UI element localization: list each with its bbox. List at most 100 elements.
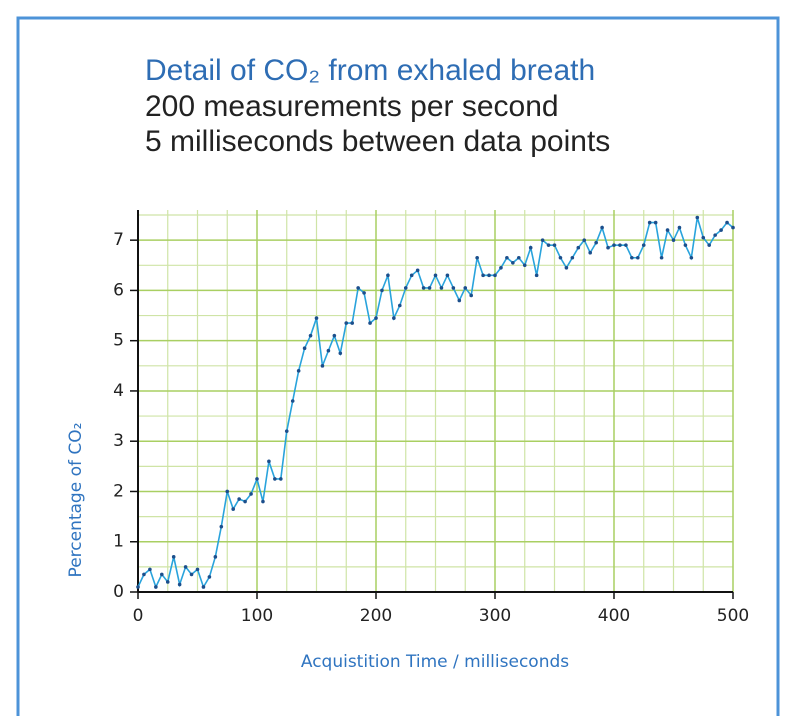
data-point (659, 255, 664, 260)
data-point (636, 255, 640, 260)
data-point (261, 499, 265, 504)
data-point (177, 582, 182, 587)
data-point (231, 507, 235, 511)
data-point (368, 321, 372, 325)
data-point (243, 499, 247, 504)
data-point (665, 228, 670, 232)
data-point (380, 288, 384, 293)
data-point (356, 286, 360, 290)
y-tick-label: 1 (113, 532, 124, 552)
data-point (195, 567, 200, 572)
data-point (201, 585, 206, 589)
y-tick-label: 3 (113, 431, 124, 451)
data-point (522, 263, 527, 268)
data-point (350, 321, 355, 325)
data-point (249, 492, 253, 496)
data-point (606, 245, 610, 250)
data-point (433, 273, 438, 278)
data-point (171, 555, 176, 559)
data-point (641, 243, 646, 247)
data-point (630, 255, 634, 260)
data-point (457, 298, 462, 303)
chart-title: Detail of CO₂ from exhaled breath (145, 54, 595, 87)
data-point (439, 286, 444, 290)
data-point (302, 346, 307, 351)
data-point (475, 255, 479, 260)
data-point (183, 565, 188, 569)
data-point (225, 489, 230, 494)
x-tick-label: 500 (717, 606, 749, 626)
data-point (653, 220, 658, 225)
data-point (588, 250, 592, 255)
data-point (386, 273, 390, 278)
chart-subtitle: 200 measurements per second (145, 90, 559, 123)
y-tick-label: 6 (113, 280, 124, 300)
x-tick-label: 100 (241, 606, 273, 626)
data-point (731, 225, 735, 230)
data-point (582, 238, 587, 242)
data-point (154, 585, 158, 589)
data-point (427, 286, 432, 290)
data-point (142, 572, 146, 577)
data-point (409, 273, 414, 278)
data-point (314, 316, 319, 320)
x-tick-label: 400 (598, 606, 630, 626)
data-point (725, 220, 729, 225)
data-point (296, 369, 301, 373)
data-point (600, 225, 604, 230)
data-point (624, 243, 628, 247)
data-point (165, 580, 170, 584)
data-point (320, 364, 325, 368)
data-point (534, 273, 539, 278)
data-point (612, 243, 616, 247)
y-axis-label: Percentage of CO₂ (66, 423, 86, 578)
data-point (403, 286, 408, 290)
data-point (570, 255, 575, 260)
data-point (267, 459, 271, 464)
data-point (505, 255, 509, 260)
data-point (552, 243, 557, 247)
data-point (647, 220, 652, 225)
data-point (719, 228, 723, 232)
x-tick-label: 0 (133, 606, 144, 626)
data-point (517, 255, 521, 260)
data-point (374, 316, 378, 320)
data-point (207, 575, 212, 579)
data-point (445, 273, 450, 278)
y-tick-label: 5 (113, 331, 124, 351)
chart-subtitle: 5 milliseconds between data points (145, 125, 610, 158)
data-point (148, 567, 152, 572)
data-point (332, 333, 337, 338)
y-tick-label: 0 (113, 582, 124, 602)
data-point (487, 273, 491, 278)
data-point (290, 399, 295, 403)
y-tick-label: 4 (113, 381, 124, 401)
data-point (540, 238, 545, 242)
data-point (136, 585, 140, 589)
data-point (255, 477, 259, 481)
data-point (493, 273, 497, 278)
data-point (463, 286, 468, 290)
data-point (189, 572, 194, 577)
data-point (481, 273, 485, 278)
data-point (279, 477, 283, 481)
data-point (564, 266, 569, 270)
data-point (546, 243, 551, 247)
x-axis-label: Acquistition Time / milliseconds (301, 652, 569, 672)
x-tick-label: 300 (479, 606, 511, 626)
data-point (695, 215, 700, 220)
data-point (701, 235, 706, 240)
data-point (392, 316, 396, 320)
data-point (219, 524, 224, 529)
data-point (594, 240, 598, 245)
data-point (338, 351, 343, 356)
data-point (398, 303, 402, 308)
data-point (451, 286, 456, 290)
y-tick-label: 7 (113, 230, 124, 250)
data-point (689, 255, 694, 260)
x-tick-label: 200 (360, 606, 392, 626)
data-point (421, 286, 426, 290)
data-point (326, 348, 331, 353)
data-point (713, 233, 717, 237)
